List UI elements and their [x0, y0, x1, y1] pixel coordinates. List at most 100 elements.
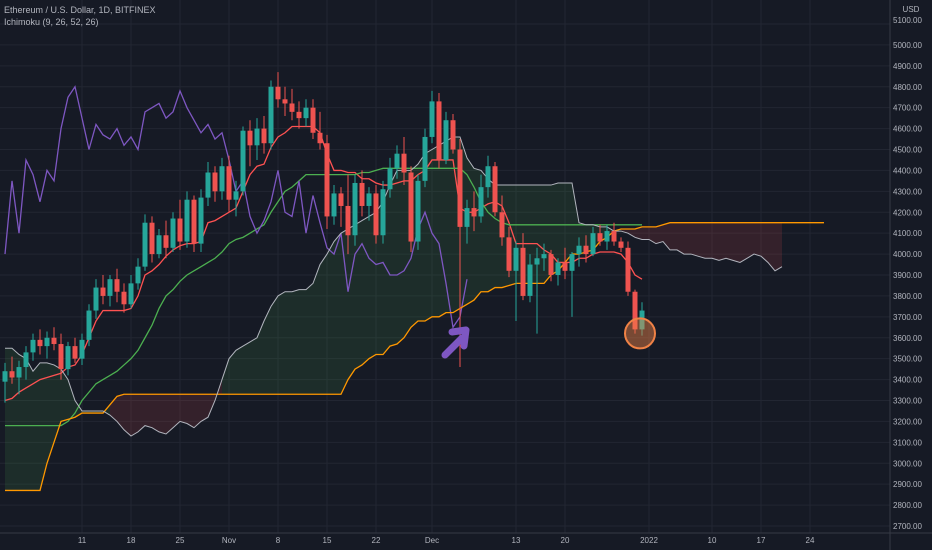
candle-body: [289, 103, 295, 112]
price-tick-label: 4600.00: [893, 125, 922, 134]
cloud-segment: [656, 224, 663, 244]
candle-body: [310, 107, 316, 133]
cloud-segment: [698, 222, 705, 259]
candle-body: [632, 291, 638, 330]
candle-body: [65, 346, 71, 370]
cloud-segment: [761, 222, 768, 263]
candle-body: [471, 208, 477, 217]
price-tick-label: 3900.00: [893, 271, 922, 280]
candle-body: [380, 189, 386, 236]
candle-body: [443, 120, 449, 160]
cloud-segment: [558, 182, 565, 271]
candle-body: [100, 287, 106, 296]
candle-body: [499, 212, 505, 238]
time-tick-label: 24: [806, 536, 815, 545]
candle-body: [93, 287, 99, 311]
cloud-segment: [54, 364, 61, 443]
cloud-segment: [439, 141, 446, 317]
candle-body: [541, 254, 547, 259]
time-axis[interactable]: 11 18 25 Nov 8 15 22 Dec 13 20 2022 10 17 24: [78, 536, 815, 545]
price-tick-label: 3500.00: [893, 355, 922, 364]
cloud-segment: [677, 222, 684, 255]
time-tick-label: 11: [78, 536, 87, 545]
candle-body: [485, 166, 491, 188]
annotations: [441, 317, 656, 359]
price-tick-label: 3600.00: [893, 334, 922, 343]
cloud-segment: [320, 254, 327, 395]
cloud-segment: [621, 228, 628, 234]
cloud-segment: [68, 379, 75, 420]
indicator-label[interactable]: Ichimoku (9, 26, 52, 26): [4, 17, 99, 27]
arrow-annotation-icon: [441, 326, 470, 359]
cloud-segment: [775, 222, 782, 271]
price-tick-label: 3400.00: [893, 376, 922, 385]
candle-body: [576, 245, 582, 255]
cloud-segment: [691, 222, 698, 257]
candle-body: [149, 222, 155, 255]
cloud-segment: [257, 321, 264, 395]
price-tick-label: 4200.00: [893, 208, 922, 217]
cloud-segment: [299, 289, 306, 395]
price-tick-label: 3700.00: [893, 313, 922, 322]
price-tick-label: 3100.00: [893, 438, 922, 447]
cloud-segment: [446, 136, 453, 313]
candle-body: [338, 193, 344, 206]
candle-body: [422, 136, 428, 181]
candle-body: [534, 258, 540, 265]
cloud-segment: [754, 222, 761, 257]
cloud-segment: [152, 394, 159, 432]
candle-body: [352, 182, 358, 236]
time-tick-label: 13: [512, 536, 521, 545]
cloud-segment: [705, 222, 712, 259]
candle-body: [240, 130, 246, 192]
candle-body: [121, 291, 127, 305]
cloud-segment: [551, 182, 558, 275]
candle-body: [191, 199, 197, 244]
cloud-segment: [187, 394, 194, 428]
candle-body: [254, 128, 260, 146]
cloud-segment: [12, 348, 19, 491]
cloud-segment: [355, 220, 362, 370]
candle-body: [16, 367, 22, 378]
cloud-segment: [712, 222, 719, 261]
candle-body: [247, 130, 253, 146]
price-tick-label: 3200.00: [893, 417, 922, 426]
cloud-segment: [376, 201, 383, 355]
candle-body: [226, 166, 232, 200]
cloud-segment: [138, 394, 145, 432]
cloud-segment: [236, 346, 243, 395]
price-tick-label: 2700.00: [893, 522, 922, 531]
candle-body: [135, 266, 141, 284]
candle-body: [520, 247, 526, 296]
highlight-circle-marker: [624, 317, 656, 350]
time-tick-label: 2022: [640, 536, 658, 545]
candle-body: [429, 101, 435, 137]
candle-body: [394, 153, 400, 169]
candle-body: [331, 193, 337, 217]
cloud-segment: [642, 226, 649, 240]
time-tick-label: 10: [708, 536, 717, 545]
cloud-segment: [26, 358, 33, 491]
price-tick-label: 4100.00: [893, 229, 922, 238]
cloud-segment: [425, 149, 432, 322]
candle-body: [492, 166, 498, 213]
price-tick-label: 3300.00: [893, 397, 922, 406]
price-tick-label: 4900.00: [893, 62, 922, 71]
cloud-segment: [390, 170, 397, 347]
time-tick-label: 15: [323, 536, 332, 545]
candle-body: [156, 235, 162, 255]
candle-body: [58, 344, 64, 370]
cloud-segment: [313, 264, 320, 395]
candle-body: [114, 279, 120, 292]
candle-body: [51, 337, 57, 345]
time-tick-label: Dec: [425, 536, 439, 545]
cloud-segment: [285, 291, 292, 395]
candle-body: [296, 111, 302, 119]
price-axis[interactable]: 2700.00 2800.00 2900.00 3000.00 3100.00 3200.…: [893, 16, 922, 531]
symbol-title[interactable]: Ethereum / U.S. Dollar, 1D, BITFINEX: [4, 5, 156, 15]
cloud-segment: [5, 348, 12, 491]
price-tick-label: 4800.00: [893, 83, 922, 92]
candle-body: [583, 245, 589, 255]
cloud-segment: [740, 222, 747, 263]
